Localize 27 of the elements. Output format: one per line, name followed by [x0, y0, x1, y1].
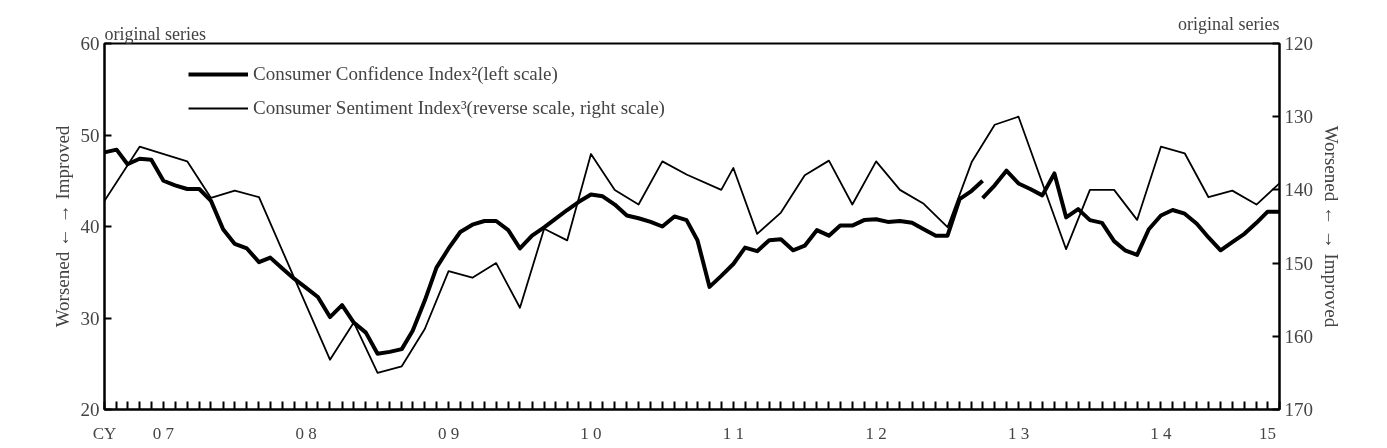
x-tick-label: 1 2: [865, 423, 887, 443]
x-tick-label: 15: [1258, 423, 1276, 443]
y2-tick-label: 140: [1284, 179, 1313, 201]
x-axis-title: CY: [92, 423, 117, 443]
legend-label: Consumer Confidence Index²(left scale): [253, 63, 558, 85]
x-tick-label: 0 8: [295, 423, 317, 443]
y-tick-label: 30: [80, 307, 100, 329]
y2-axis-title: Worsened ← → Improved: [1321, 125, 1342, 328]
x-tick-label: 1 3: [1007, 423, 1030, 443]
y-tick-label: 20: [80, 399, 100, 420]
y-tick-label: 50: [80, 124, 100, 146]
x-tick-label: 1 0: [580, 423, 602, 443]
y2-tick-label: 160: [1284, 325, 1313, 347]
y-axis-title: Worsened ← → Improved: [51, 125, 73, 328]
x-tick-label: 1 4: [1150, 423, 1173, 443]
x-tick-label: 0 7: [152, 423, 175, 443]
text: original series: [1178, 13, 1280, 34]
y2-tick-label: 130: [1284, 106, 1313, 128]
y-tick-label: 40: [80, 216, 100, 237]
y2-tick-label: 120: [1284, 33, 1313, 54]
text: original series: [104, 23, 206, 44]
x-tick-label: 1 1: [722, 423, 744, 443]
y2-tick-label: 170: [1284, 399, 1313, 420]
y2-tick-label: 150: [1284, 252, 1313, 274]
x-tick-label: 0 9: [437, 423, 460, 443]
legend-label: Consumer Sentiment Index³(reverse scale, right scale): [253, 97, 665, 119]
y-tick-label: 60: [80, 33, 100, 54]
